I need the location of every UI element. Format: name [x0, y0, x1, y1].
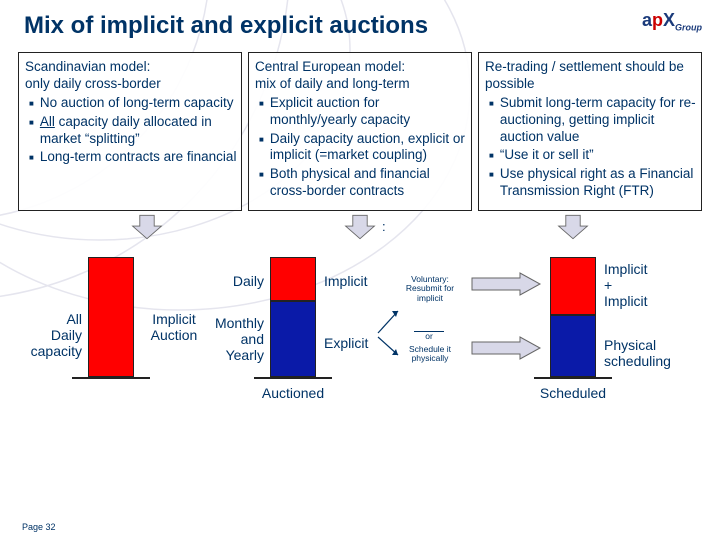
bar-right-top — [550, 257, 596, 315]
arrow-down-icon — [555, 213, 591, 241]
label-implicit-plus-implicit: Implicit+Implicit — [604, 261, 684, 309]
baseline-right — [534, 377, 612, 379]
arrow-down-icon: : — [342, 213, 378, 241]
bullet-item: No auction of long-term capacity — [29, 95, 237, 112]
bullet-item: Both physical and financial cross-border… — [259, 166, 467, 200]
annotation-voluntary: Voluntary:Resubmit forimplicit — [394, 275, 466, 303]
label-implicit: Implicit — [324, 273, 384, 289]
column-heading: Scandinavian model:only daily cross-bord… — [25, 59, 237, 93]
bullet-item: Daily capacity auction, explicit or impl… — [259, 131, 467, 165]
bar-right-bottom — [550, 315, 596, 377]
arrows-row: : — [0, 211, 720, 243]
bar-left — [88, 257, 134, 377]
bullet-item: Long-term contracts are financial — [29, 149, 237, 166]
bar-center-top — [270, 257, 316, 301]
annotation-or: or — [414, 331, 444, 341]
arrow-right-icon — [470, 271, 542, 297]
column-heading: Re-trading / settlement should be possib… — [485, 59, 697, 93]
split-arrows-icon — [376, 303, 406, 363]
column-scandinavian: Scandinavian model:only daily cross-bord… — [18, 52, 242, 211]
logo: apXGroup — [642, 10, 702, 33]
arrow-right-icon — [470, 335, 542, 361]
bullet-item: All capacity daily allocated in market “… — [29, 114, 237, 148]
label-daily: Daily — [214, 273, 264, 289]
label-monthly-yearly: MonthlyandYearly — [206, 315, 264, 363]
label-auctioned: Auctioned — [248, 385, 338, 401]
slide-content: apXGroup Mix of implicit and explicit au… — [0, 0, 720, 540]
arrow-down-icon — [129, 213, 165, 241]
slide-title: Mix of implicit and explicit auctions — [0, 0, 720, 48]
columns-row: Scandinavian model:only daily cross-bord… — [0, 48, 720, 211]
label-implicit-auction: ImplicitAuction — [144, 311, 204, 343]
column-retrading: Re-trading / settlement should be possib… — [478, 52, 702, 211]
column-heading: Central European model:mix of daily and … — [255, 59, 467, 93]
bullet-item: “Use it or sell it” — [489, 147, 697, 164]
bullet-item: Explicit auction for monthly/yearly capa… — [259, 95, 467, 129]
page-number: Page 32 — [22, 522, 56, 532]
logo-group: Group — [675, 23, 702, 33]
bullet-item: Use physical right as a Financial Transm… — [489, 166, 697, 200]
bullet-item: Submit long-term capacity for re-auction… — [489, 95, 697, 146]
label-physical-scheduling: Physicalscheduling — [604, 337, 692, 369]
logo-p: p — [652, 10, 663, 30]
logo-a: a — [642, 10, 652, 30]
label-scheduled: Scheduled — [528, 385, 618, 401]
bar-center-bottom — [270, 301, 316, 377]
baseline-center — [254, 377, 332, 379]
baseline-left — [72, 377, 150, 379]
lower-diagram: AllDailycapacity ImplicitAuction Daily M… — [16, 243, 704, 433]
logo-x: X — [663, 10, 675, 30]
label-explicit: Explicit — [324, 335, 384, 351]
column-central-european: Central European model:mix of daily and … — [248, 52, 472, 211]
label-all-daily-capacity: AllDailycapacity — [16, 311, 82, 359]
